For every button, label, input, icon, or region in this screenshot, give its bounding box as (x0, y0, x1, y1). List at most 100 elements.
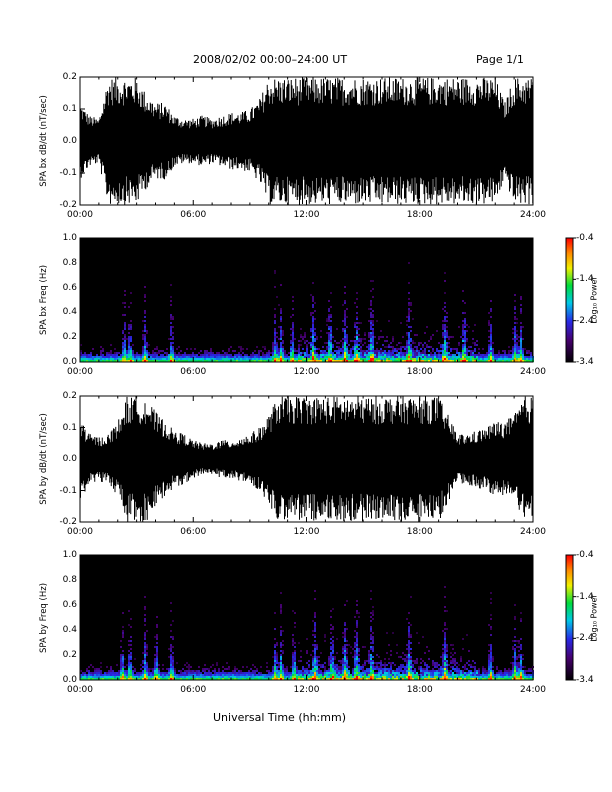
spectrogram-cell (348, 670, 350, 672)
spectrogram-cell (380, 664, 382, 666)
spectrogram-cell (344, 352, 346, 354)
spectrogram-cell (130, 652, 132, 654)
spectrogram-cell (444, 292, 446, 294)
spectrogram-cell (226, 354, 228, 356)
spectrogram-cell (274, 354, 276, 356)
spectrogram-cell (512, 338, 514, 340)
spectrogram-cell (238, 346, 240, 348)
spectrogram-cell (350, 352, 352, 354)
spectrogram-cell (168, 670, 170, 672)
spectrogram-cell (366, 352, 368, 354)
spectrogram-cell (212, 358, 214, 360)
spectrogram-cell (308, 676, 310, 678)
spectrogram-cell (308, 666, 310, 668)
spectrogram-cell (372, 666, 374, 668)
spectrogram-cell (232, 676, 234, 678)
spectrogram-cell (488, 330, 490, 332)
spectrogram-cell (222, 666, 224, 668)
spectrogram-cell (330, 338, 332, 340)
spectrogram-cell (346, 674, 348, 676)
spectrogram-cell (264, 676, 266, 678)
spectrogram-cell (514, 346, 516, 348)
spectrogram-cell (378, 352, 380, 354)
spectrogram-cell (236, 676, 238, 678)
spectrogram-cell (490, 334, 492, 336)
colorbar-strip (566, 560, 573, 562)
spectrogram-cell (246, 674, 248, 676)
spectrogram-cell (318, 348, 320, 350)
spectrogram-cell (514, 650, 516, 652)
spectrogram-cell (514, 326, 516, 328)
spectrogram-cell (276, 352, 278, 354)
spectrogram-cell (316, 348, 318, 350)
colorbar-strip (566, 575, 573, 577)
spectrogram-cell (122, 656, 124, 658)
spectrogram-cell (230, 676, 232, 678)
spectrogram-cell (358, 340, 360, 342)
spectrogram-cell (122, 666, 124, 668)
spectrogram-cell (448, 352, 450, 354)
spectrogram-cell (284, 674, 286, 676)
spectrogram-cell (426, 668, 428, 670)
spectrogram-cell (280, 646, 282, 648)
spectrogram-cell (484, 670, 486, 672)
spectrogram-cell (494, 356, 496, 358)
spectrogram-cell (400, 352, 402, 354)
spectrogram-cell (188, 354, 190, 356)
spectrogram-cell (146, 644, 148, 646)
spectrogram-cell (292, 344, 294, 346)
spectrogram-cell (302, 676, 304, 678)
spectrogram-cell (370, 344, 372, 346)
spectrogram-cell (458, 358, 460, 360)
spectrogram-cell (108, 358, 110, 360)
spectrogram-cell (196, 354, 198, 356)
spectrogram-cell (426, 344, 428, 346)
spectrogram-cell (520, 312, 522, 314)
spectrogram-cell (316, 668, 318, 670)
spectrogram-cell (444, 360, 446, 362)
spectrogram-cell (250, 354, 252, 356)
spectrogram-cell (170, 322, 172, 324)
spectrogram-cell (324, 640, 326, 642)
spectrogram-cell (192, 354, 194, 356)
spectrogram-cell (434, 356, 436, 358)
spectrogram-cell (454, 354, 456, 356)
spectrogram-cell (186, 678, 188, 680)
spectrogram-cell (274, 650, 276, 652)
spectrogram-cell (520, 322, 522, 324)
colorbar-strip (566, 605, 573, 607)
spectrogram-cell (464, 312, 466, 314)
spectrogram-cell (200, 360, 202, 362)
spectrogram-cell (294, 664, 296, 666)
spectrogram-cell (310, 350, 312, 352)
spectrogram-cell (340, 678, 342, 680)
spectrogram-cell (514, 294, 516, 296)
spectrogram-cell (366, 676, 368, 678)
spectrogram-cell (356, 672, 358, 674)
spectrogram-cell (382, 674, 384, 676)
spectrogram-cell (396, 352, 398, 354)
spectrogram-cell (396, 354, 398, 356)
spectrogram-cell (398, 352, 400, 354)
spectrogram-cell (314, 360, 316, 362)
spectrogram-cell (178, 670, 180, 672)
spectrogram-cell (512, 348, 514, 350)
spectrogram-cell (346, 664, 348, 666)
spectrogram-cell (144, 334, 146, 336)
spectrogram-cell (156, 356, 158, 358)
spectrogram-cell (354, 350, 356, 352)
spectrogram-cell (470, 352, 472, 354)
spectrogram-cell (440, 350, 442, 352)
spectrogram-cell (314, 640, 316, 642)
spectrogram-cell (482, 670, 484, 672)
spectrogram-cell (308, 674, 310, 676)
spectrogram-cell (128, 644, 130, 646)
spectrogram-cell (176, 354, 178, 356)
spectrogram-cell (354, 644, 356, 646)
spectrogram-cell (512, 672, 514, 674)
spectrogram-cell (332, 664, 334, 666)
spectrogram-cell (268, 356, 270, 358)
spectrogram-cell (366, 350, 368, 352)
spectrogram-cell (280, 284, 282, 286)
spectrogram-cell (452, 676, 454, 678)
